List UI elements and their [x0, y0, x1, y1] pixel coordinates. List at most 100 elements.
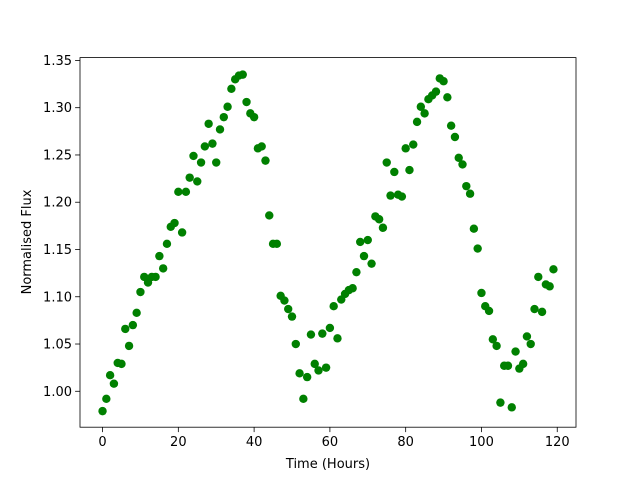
point	[302, 372, 312, 382]
point	[196, 158, 206, 167]
point	[390, 167, 399, 177]
point	[105, 371, 115, 380]
x-tick-label: 40	[246, 435, 263, 450]
point	[291, 339, 300, 349]
point	[329, 302, 338, 311]
point	[200, 142, 210, 151]
point	[549, 265, 558, 274]
point	[215, 125, 225, 134]
point	[121, 324, 130, 334]
point	[462, 181, 471, 191]
point	[409, 140, 418, 149]
point	[488, 335, 498, 344]
point	[155, 251, 164, 261]
point	[158, 264, 168, 273]
point	[185, 173, 194, 182]
point	[492, 341, 501, 351]
point	[397, 192, 407, 201]
point	[534, 272, 543, 282]
point	[473, 244, 482, 253]
point	[242, 97, 251, 107]
point	[219, 112, 228, 122]
point	[272, 239, 282, 249]
point	[496, 398, 505, 407]
point	[321, 363, 331, 372]
x-tick-label: 60	[322, 435, 339, 450]
y-tick-label: 1.10	[43, 290, 72, 305]
point	[174, 187, 183, 197]
plot-frame	[79, 57, 577, 428]
point	[431, 87, 441, 96]
point	[193, 177, 202, 186]
point	[132, 308, 141, 318]
point	[181, 187, 191, 197]
point	[227, 84, 236, 93]
point	[212, 158, 221, 167]
point	[401, 144, 410, 153]
point	[454, 153, 463, 162]
point	[162, 239, 172, 249]
point	[177, 228, 187, 237]
y-tick-label: 1.00	[43, 385, 72, 400]
point	[136, 287, 145, 297]
point	[261, 156, 270, 165]
point	[333, 334, 342, 343]
point	[465, 189, 475, 198]
point	[446, 121, 456, 130]
x-tick-label: 0	[98, 435, 106, 450]
x-tick-label: 80	[397, 435, 414, 450]
point	[306, 330, 316, 339]
point	[537, 307, 547, 317]
point	[249, 112, 259, 122]
point	[102, 394, 111, 404]
point	[295, 369, 304, 378]
point	[170, 218, 179, 228]
x-tick-label: 100	[469, 435, 494, 450]
point	[386, 191, 395, 200]
x-tick-label: 120	[545, 435, 570, 450]
point	[280, 296, 289, 305]
point	[128, 320, 138, 330]
y-axis-label: Normalised Flux	[20, 189, 35, 294]
point	[117, 359, 126, 369]
point	[378, 223, 388, 232]
point	[348, 284, 357, 293]
point	[526, 339, 535, 349]
y-tick-label: 1.15	[43, 243, 72, 258]
point	[284, 304, 293, 314]
point	[223, 102, 232, 111]
point	[530, 304, 539, 314]
point	[299, 394, 308, 404]
point	[359, 251, 369, 261]
point	[109, 379, 119, 388]
point	[325, 323, 335, 333]
point	[507, 403, 516, 412]
point	[443, 93, 452, 102]
point	[420, 109, 429, 118]
point	[204, 119, 213, 128]
point	[450, 132, 460, 142]
point	[416, 102, 426, 111]
x-tick-label: 20	[170, 435, 187, 450]
point	[484, 306, 494, 316]
point	[518, 359, 528, 369]
point	[405, 165, 414, 175]
point	[469, 224, 479, 233]
point	[318, 329, 327, 338]
point	[208, 139, 217, 148]
x-axis-label: Time (Hours)	[285, 457, 370, 472]
y-tick-label: 1.25	[43, 148, 72, 163]
point	[124, 341, 134, 351]
point	[189, 151, 198, 161]
point	[458, 160, 467, 169]
point	[412, 117, 422, 127]
point	[287, 312, 297, 321]
point	[511, 347, 520, 356]
y-tick-label: 1.30	[43, 101, 72, 116]
point	[98, 406, 107, 416]
point	[367, 259, 376, 268]
point	[310, 359, 319, 369]
point	[439, 77, 448, 86]
point	[382, 158, 391, 167]
